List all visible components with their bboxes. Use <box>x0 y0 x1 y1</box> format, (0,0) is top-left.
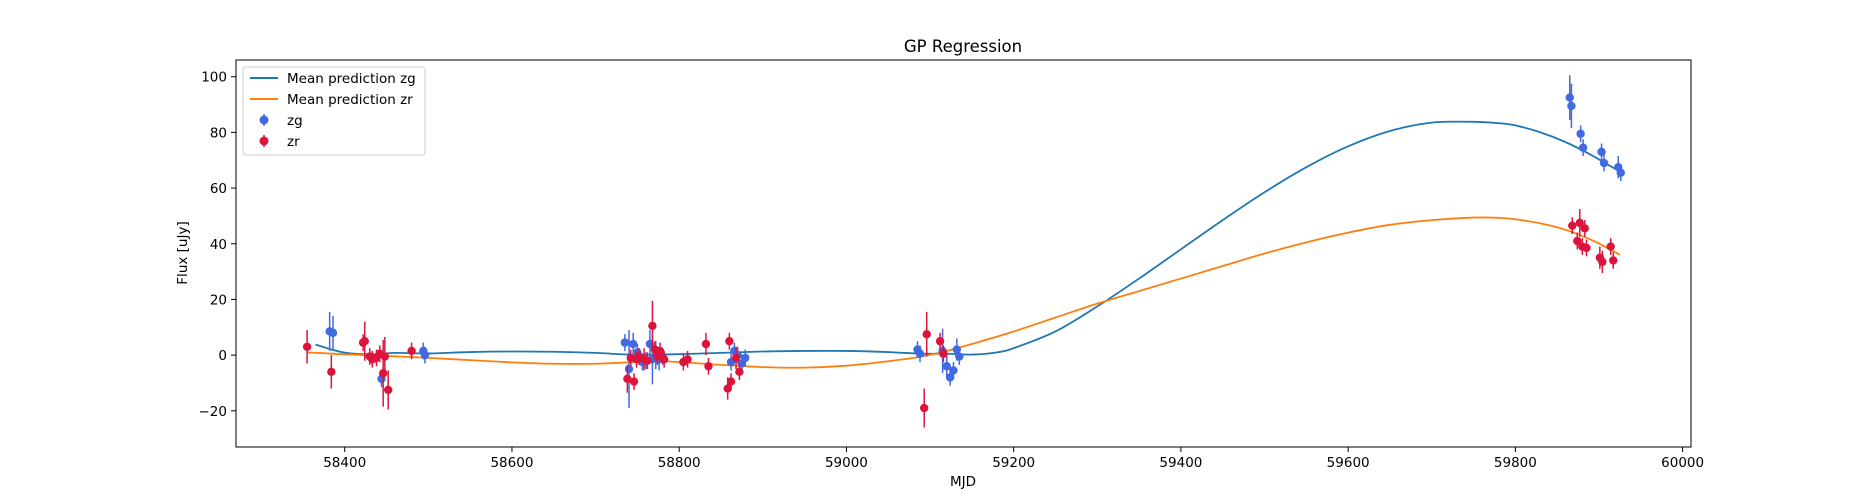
data-points <box>302 75 1625 428</box>
x-axis-label: MJD <box>950 474 976 490</box>
zg-point <box>624 364 634 374</box>
zg-point <box>942 362 951 371</box>
x-tick-label: 58800 <box>658 455 701 471</box>
y-tick-label: 20 <box>210 292 227 308</box>
zr-point <box>407 346 416 356</box>
zr-point <box>726 377 736 386</box>
zr-point <box>731 353 741 363</box>
y-tick-label: 80 <box>210 125 227 141</box>
y-tick-label: 40 <box>210 237 227 253</box>
zr-point <box>725 337 734 346</box>
zr-point <box>327 367 336 377</box>
zr-point <box>939 349 948 358</box>
legend-label-zr: zr <box>287 134 300 150</box>
y-tick-label: 100 <box>201 70 227 86</box>
zg-point <box>1565 93 1574 102</box>
y-axis: −20 0 20 40 60 80 100 <box>199 70 236 420</box>
zr-point <box>360 337 369 346</box>
zg-point <box>1578 143 1588 152</box>
zr-point <box>935 337 945 346</box>
zr-point <box>380 352 390 361</box>
zg-point <box>955 352 964 361</box>
zr-point <box>623 374 632 383</box>
mean-prediction-lines <box>307 120 1621 369</box>
zr-point <box>1609 256 1618 265</box>
zr-point <box>659 355 669 364</box>
zg-point <box>1567 101 1576 111</box>
zr-point <box>723 384 732 393</box>
x-tick-label: 58400 <box>323 455 366 471</box>
zr-point <box>683 355 692 364</box>
zg-point <box>1599 158 1609 168</box>
zg-point <box>1597 147 1606 157</box>
legend-frame <box>242 66 426 156</box>
zr-point <box>1580 224 1590 233</box>
zg-point <box>945 373 955 382</box>
zr-point <box>643 356 652 365</box>
x-tick-label: 60000 <box>1661 455 1704 471</box>
y-tick-label: 60 <box>210 181 227 197</box>
zr-point <box>383 385 393 395</box>
zr-point <box>1582 243 1591 253</box>
x-tick-label: 59200 <box>992 455 1035 471</box>
zr-point <box>1598 257 1607 267</box>
zr-point <box>1573 236 1582 246</box>
legend-label-zg: zg <box>287 113 303 129</box>
chart-title: GP Regression <box>904 37 1022 56</box>
zg-point <box>1576 129 1585 138</box>
zr-point <box>1568 221 1577 230</box>
legend: Mean prediction zg Mean prediction zr zg… <box>242 66 426 156</box>
legend-label-mean-zr: Mean prediction zr <box>287 92 413 108</box>
x-tick-label: 59600 <box>1327 455 1370 471</box>
y-tick-label: −20 <box>199 404 228 420</box>
zr-point <box>922 330 931 339</box>
x-tick-label: 59000 <box>825 455 868 471</box>
zg-point <box>620 338 630 347</box>
x-tick-label: 58600 <box>490 455 533 471</box>
x-tick-label: 59800 <box>1494 455 1537 471</box>
y-tick-label: 0 <box>218 348 227 364</box>
zg-point <box>915 349 925 358</box>
zr-point <box>735 367 744 377</box>
zg-point <box>328 328 338 338</box>
zr-point <box>1575 218 1584 228</box>
zr-point <box>648 321 657 331</box>
zr-point <box>378 369 388 378</box>
zg-point <box>1616 168 1625 177</box>
zr-point <box>704 362 713 371</box>
zg-point <box>741 353 750 363</box>
zg-point <box>949 366 958 375</box>
zr-point <box>919 403 929 413</box>
mean-prediction-zg-line <box>315 120 1621 356</box>
zr-point <box>1606 242 1615 251</box>
mean-prediction-zr-line <box>307 216 1621 369</box>
legend-marker-zr <box>259 136 269 146</box>
legend-label-mean-zg: Mean prediction zg <box>287 71 416 87</box>
x-tick-label: 59400 <box>1159 455 1202 471</box>
zr-point <box>655 346 665 356</box>
x-axis: 58400 58600 58800 59000 59200 59400 59600 59800… <box>323 447 1704 471</box>
y-axis-label: Flux [uJy] <box>175 221 191 284</box>
zg-point <box>420 350 430 360</box>
plot-area <box>235 59 1692 448</box>
legend-marker-zg <box>259 115 269 125</box>
zg-point <box>628 339 638 349</box>
zr-point <box>701 339 711 349</box>
zr-point <box>629 377 639 386</box>
zr-point <box>302 342 312 351</box>
